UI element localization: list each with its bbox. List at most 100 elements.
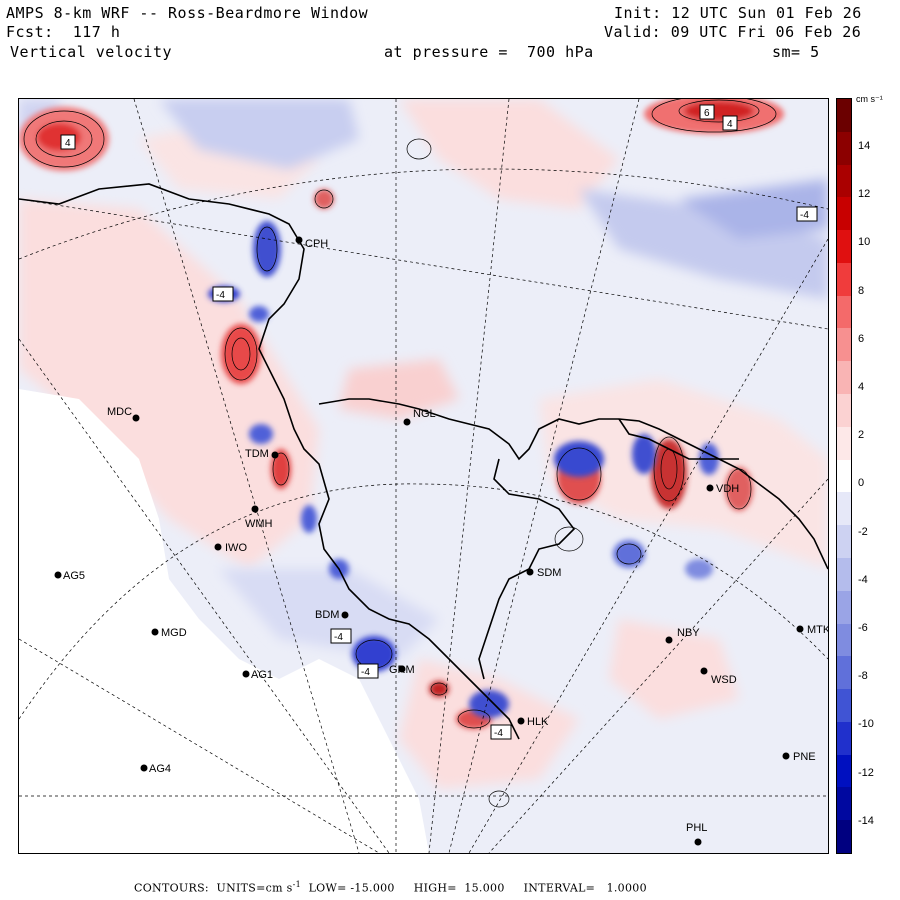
station-label-cph: CPH bbox=[305, 238, 328, 250]
colorbar-tick-label: 6 bbox=[858, 332, 865, 345]
vertical-velocity-map: 4 4 6 -4 -4 -4 -4 -4 CPH NGL MDC TDM WMH… bbox=[18, 98, 829, 854]
contour-footer: CONTOURS: UNITS=cm s-1 LOW= -15.000 HIGH… bbox=[134, 880, 647, 895]
colorbar-segment bbox=[837, 820, 851, 854]
station-dot-grm[interactable] bbox=[398, 665, 406, 673]
colorbar-segment bbox=[837, 164, 851, 198]
colorbar-tick-label: -12 bbox=[858, 766, 874, 779]
station-dot-mtk[interactable] bbox=[796, 625, 804, 633]
colorbar-tick-label: 8 bbox=[858, 284, 865, 297]
station-dot-cph[interactable] bbox=[295, 236, 303, 244]
station-dot-vdh[interactable] bbox=[706, 484, 714, 492]
station-dot-pne[interactable] bbox=[782, 752, 790, 760]
station-label-pne: PNE bbox=[793, 751, 816, 763]
station-dot-iwo[interactable] bbox=[214, 543, 222, 551]
coastline bbox=[19, 183, 828, 740]
station-label-ag4: AG4 bbox=[149, 763, 171, 775]
station-dot-bdm[interactable] bbox=[341, 611, 349, 619]
map-canvas: 4 4 6 -4 -4 -4 -4 -4 CPH NGL MDC TDM WMH… bbox=[19, 99, 828, 853]
station-dot-ngl[interactable] bbox=[403, 418, 411, 426]
station-dot-tdm[interactable] bbox=[271, 451, 279, 459]
contour-label-neg4-a: -4 bbox=[800, 210, 809, 221]
station-dot-sdm[interactable] bbox=[526, 568, 534, 576]
pressure-level: at pressure = 700 hPa bbox=[384, 43, 594, 61]
station-dot-ag5[interactable] bbox=[54, 571, 62, 579]
lat-lon-grid bbox=[19, 99, 828, 853]
colorbar-tick-label: -6 bbox=[858, 622, 868, 634]
contour-label-neg4-c: -4 bbox=[361, 667, 370, 678]
colorbar-tick-label: -2 bbox=[858, 525, 868, 538]
contour-label-neg4-e: -4 bbox=[334, 632, 343, 643]
colorbar-segment bbox=[837, 557, 851, 592]
station-dot-wsd[interactable] bbox=[700, 667, 708, 675]
colorbar-segment bbox=[837, 787, 851, 821]
colorbar-segment bbox=[837, 426, 851, 461]
contour-label-neg4-d: -4 bbox=[494, 728, 503, 739]
valid-time: Valid: 09 UTC Fri 06 Feb 26 bbox=[604, 23, 862, 41]
colorbar-segment bbox=[837, 590, 851, 625]
colorbar-segment bbox=[837, 262, 851, 297]
station-label-ag5: AG5 bbox=[63, 570, 85, 582]
station-label-vdh: VDH bbox=[716, 483, 739, 495]
station-dot-nby[interactable] bbox=[665, 636, 673, 644]
station-markers: CPH NGL MDC TDM WMH IWO AG5 MGD AG1 AG4 … bbox=[54, 236, 828, 846]
colorbar-tick-label: 14 bbox=[858, 140, 871, 152]
station-label-grm: GRM bbox=[389, 664, 415, 676]
colorbar-segment bbox=[837, 459, 851, 493]
colorbar-tick-label: 0 bbox=[858, 477, 865, 490]
station-label-bdm: BDM bbox=[315, 609, 339, 621]
color-bar bbox=[836, 98, 852, 854]
contour-label-pos6: 6 bbox=[704, 108, 710, 119]
strong-positive-cells bbox=[19, 99, 784, 729]
station-dot-wmh[interactable] bbox=[251, 505, 259, 513]
station-dot-phl[interactable] bbox=[694, 838, 702, 846]
footer-prefix: CONTOURS: UNITS=cm s bbox=[134, 881, 293, 895]
station-label-ngl: NGL bbox=[413, 408, 436, 420]
colorbar-tick-label: 4 bbox=[858, 381, 865, 393]
station-label-wmh: WMH bbox=[245, 518, 273, 530]
negative-broad-areas bbox=[19, 99, 828, 659]
station-dot-hlk[interactable] bbox=[517, 717, 525, 725]
colorbar-tick-label: -14 bbox=[858, 814, 874, 827]
contour-label-neg4-b: -4 bbox=[216, 290, 225, 301]
colorbar-tick-label: -10 bbox=[858, 718, 874, 731]
colorbar-segment bbox=[837, 689, 851, 723]
colorbar-segment bbox=[837, 656, 851, 690]
strong-negative-cells bbox=[208, 221, 719, 718]
station-dot-ag1[interactable] bbox=[242, 670, 250, 678]
colorbar-segment bbox=[837, 721, 851, 756]
footer-suffix: LOW= -15.000 HIGH= 15.000 INTERVAL= 1.00… bbox=[300, 881, 647, 895]
contour-label-boxes: 4 4 6 -4 -4 -4 -4 -4 bbox=[60, 104, 818, 740]
station-label-hlk: HLK bbox=[527, 716, 549, 728]
colorbar-segment bbox=[837, 295, 851, 329]
colorbar-tick-label: -4 bbox=[858, 573, 868, 586]
station-dot-ag4[interactable] bbox=[140, 764, 148, 772]
colorbar-units: cm s⁻¹ bbox=[856, 94, 883, 104]
station-label-mtk: MTK bbox=[807, 624, 828, 636]
station-label-wsd: WSD bbox=[711, 674, 737, 686]
colorbar-segment bbox=[837, 754, 851, 788]
station-label-mgd: MGD bbox=[161, 627, 187, 639]
station-label-ag1: AG1 bbox=[251, 669, 273, 681]
colorbar-segment bbox=[837, 197, 851, 231]
station-label-tdm: TDM bbox=[245, 448, 269, 460]
colorbar-tick-label: 12 bbox=[858, 188, 871, 201]
contour-label-pos4-a: 4 bbox=[65, 138, 71, 149]
colorbar-segment bbox=[837, 230, 851, 264]
colorbar-segment bbox=[837, 361, 851, 395]
smoothing-value: sm= 5 bbox=[772, 43, 820, 61]
station-label-mdc: MDC bbox=[107, 406, 132, 418]
colorbar-tick-label: 10 bbox=[858, 236, 871, 249]
station-dot-mgd[interactable] bbox=[151, 628, 159, 636]
colorbar-segment bbox=[837, 99, 851, 133]
colorbar-segment bbox=[837, 328, 851, 362]
station-label-sdm: SDM bbox=[537, 567, 561, 579]
colorbar-tick-label: -8 bbox=[858, 670, 868, 683]
variable-name: Vertical velocity bbox=[10, 43, 173, 61]
colorbar-segment bbox=[837, 623, 851, 657]
colorbar-segment bbox=[837, 394, 851, 428]
station-label-iwo: IWO bbox=[225, 542, 247, 554]
no-data-region bbox=[19, 389, 429, 853]
station-dot-mdc[interactable] bbox=[132, 414, 140, 422]
forecast-hour: Fcst: 117 h bbox=[6, 23, 121, 41]
init-time: Init: 12 UTC Sun 01 Feb 26 bbox=[614, 4, 862, 22]
